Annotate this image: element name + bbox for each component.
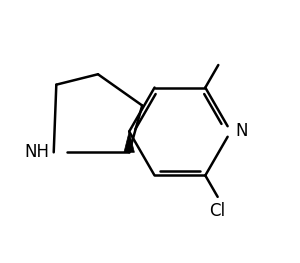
Text: Cl: Cl: [210, 202, 226, 220]
Text: NH: NH: [24, 143, 49, 161]
Polygon shape: [124, 132, 134, 152]
Text: N: N: [235, 123, 248, 140]
